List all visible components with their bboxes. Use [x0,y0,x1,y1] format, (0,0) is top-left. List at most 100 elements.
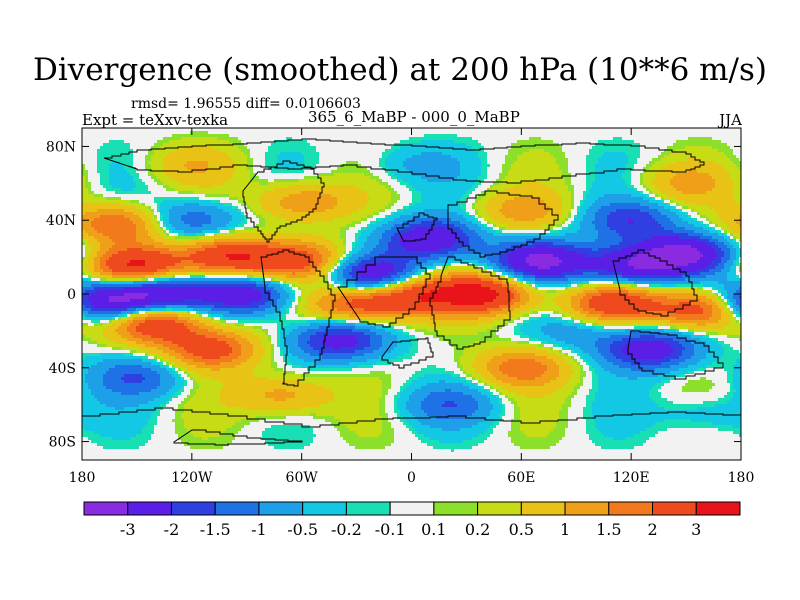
field-cell [682,179,685,182]
field-cell [610,164,613,167]
field-cell [508,158,511,161]
field-cell [457,131,460,134]
field-cell [292,176,295,179]
field-cell [427,143,430,146]
field-cell [472,140,475,143]
field-cell [262,194,265,197]
field-cell [394,173,397,176]
field-cell [643,185,646,188]
field-cell [439,140,442,143]
field-cell [226,176,229,179]
field-cell [154,143,157,146]
field-cell [565,155,568,158]
field-cell [655,131,658,134]
field-cell [634,128,637,131]
field-cell [739,131,741,134]
field-cell [475,188,478,191]
field-cell [580,152,583,155]
field-cell [706,146,709,149]
field-cell [406,176,409,179]
field-cell [337,191,340,194]
field-cell [178,155,181,158]
field-cell [625,152,628,155]
field-cell [652,191,655,194]
field-cell [643,191,646,194]
field-cell [283,185,286,188]
field-cell [616,176,619,179]
field-cell [718,182,721,185]
field-cell [652,161,655,164]
field-cell [697,173,700,176]
field-cell [526,149,529,152]
field-cell [490,128,493,131]
field-cell [475,128,478,131]
field-cell [193,140,196,143]
field-cell [235,188,238,191]
field-cell [514,143,517,146]
field-cell [406,155,409,158]
field-cell [331,176,334,179]
field-cell [418,149,421,152]
field-cell [511,188,514,191]
field-cell [667,146,670,149]
field-cell [622,188,625,191]
field-cell [589,131,592,134]
field-cell [550,182,553,185]
field-cell [547,155,550,158]
field-cell [448,128,451,131]
field-cell [298,161,301,164]
field-cell [697,182,700,185]
field-cell [352,161,355,164]
field-cell [193,170,196,173]
field-cell [214,179,217,182]
field-cell [322,164,325,167]
field-cell [337,182,340,185]
field-cell [442,188,445,191]
field-cell [718,149,721,152]
field-cell [586,182,589,185]
field-cell [481,161,484,164]
field-cell [733,161,736,164]
field-cell [88,137,91,140]
field-cell [427,188,430,191]
field-cell [121,158,124,161]
field-cell [373,131,376,134]
field-cell [649,167,652,170]
field-cell [292,170,295,173]
field-cell [85,155,88,158]
field-cell [517,185,520,188]
field-cell [490,185,493,188]
field-cell [457,143,460,146]
field-cell [640,152,643,155]
field-cell [505,134,508,137]
field-cell [433,167,436,170]
field-cell [244,185,247,188]
field-cell [586,191,589,194]
field-cell [493,131,496,134]
field-cell [262,149,265,152]
field-cell [529,152,532,155]
field-cell [394,179,397,182]
field-cell [517,149,520,152]
field-cell [625,176,628,179]
field-cell [301,158,304,161]
field-cell [199,179,202,182]
field-cell [229,170,232,173]
field-cell [361,176,364,179]
field-cell [475,173,478,176]
field-cell [208,128,211,131]
field-cell [118,149,121,152]
field-cell [688,134,691,137]
field-cell [109,167,112,170]
field-cell [574,167,577,170]
field-cell [481,188,484,191]
field-cell [586,167,589,170]
field-cell [379,185,382,188]
field-cell [157,128,160,131]
field-cell [589,185,592,188]
field-cell [580,131,583,134]
field-cell [541,134,544,137]
field-cell [577,188,580,191]
field-cell [220,170,223,173]
field-cell [706,182,709,185]
